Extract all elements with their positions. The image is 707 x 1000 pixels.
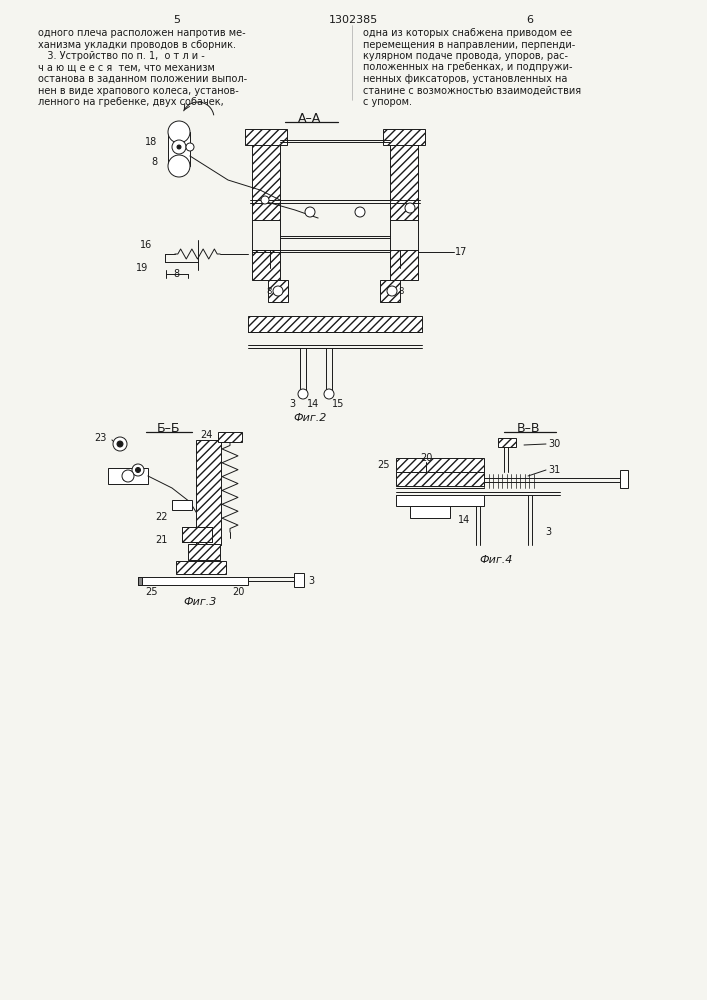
Bar [182, 527, 212, 542]
Text: 30: 30 [548, 439, 560, 449]
Text: 18: 18 [145, 137, 157, 147]
Text: ч а ю щ е е с я  тем, что механизм: ч а ю щ е е с я тем, что механизм [38, 62, 215, 73]
Text: станине с возможностью взаимодействия: станине с возможностью взаимодействия [363, 86, 581, 96]
Bar [396, 495, 484, 506]
Circle shape [177, 145, 181, 149]
Text: 21: 21 [156, 535, 168, 545]
Circle shape [136, 468, 141, 473]
Bar [138, 577, 142, 585]
Text: А–А: А–А [298, 111, 322, 124]
Text: 8: 8 [173, 269, 179, 279]
Text: 8: 8 [267, 286, 272, 296]
Bar [196, 440, 221, 545]
Circle shape [387, 286, 397, 296]
Text: 31: 31 [548, 465, 560, 475]
Text: 17: 17 [455, 247, 467, 257]
Text: кулярном подаче провода, упоров, рас-: кулярном подаче провода, упоров, рас- [363, 51, 568, 61]
Text: 24: 24 [201, 430, 213, 440]
Text: 14: 14 [457, 515, 470, 525]
Text: 25: 25 [378, 460, 390, 470]
Text: 8: 8 [121, 473, 127, 483]
Bar [188, 544, 220, 560]
Text: Фиг.2: Фиг.2 [293, 413, 327, 423]
Bar [390, 250, 418, 280]
Circle shape [168, 155, 190, 177]
Circle shape [405, 203, 415, 213]
Circle shape [261, 196, 269, 204]
Text: 25: 25 [146, 587, 158, 597]
Circle shape [172, 140, 186, 154]
Circle shape [117, 441, 123, 447]
Circle shape [305, 207, 315, 217]
Bar [248, 316, 422, 332]
Bar [390, 140, 418, 220]
Text: 3: 3 [289, 399, 295, 409]
Text: 8: 8 [151, 157, 157, 167]
Bar [182, 527, 212, 542]
Circle shape [186, 143, 194, 151]
Text: одного плеча расположен напротив ме-: одного плеча расположен напротив ме- [38, 28, 245, 38]
Text: положенных на гребенках, и подпружи-: положенных на гребенках, и подпружи- [363, 62, 573, 73]
Text: перемещения в направлении, перпенди-: перемещения в направлении, перпенди- [363, 39, 575, 49]
Text: 3: 3 [545, 527, 551, 537]
Text: Б–Б: Б–Б [156, 422, 180, 434]
Bar [218, 432, 242, 442]
Text: ненных фиксаторов, установленных на: ненных фиксаторов, установленных на [363, 74, 568, 84]
Bar [410, 506, 450, 518]
Bar [268, 280, 288, 302]
Text: 15: 15 [332, 399, 344, 409]
Text: 1302385: 1302385 [328, 15, 378, 25]
Text: 3. Устройство по п. 1,  о т л и -: 3. Устройство по п. 1, о т л и - [38, 51, 205, 61]
Text: Фиг.4: Фиг.4 [479, 555, 513, 565]
Text: останова в заданном положении выпол-: останова в заданном положении выпол- [38, 74, 247, 84]
Circle shape [355, 207, 365, 217]
Text: с упором.: с упором. [363, 97, 412, 107]
Circle shape [298, 389, 308, 399]
Text: 5: 5 [173, 15, 180, 25]
Bar [138, 577, 248, 585]
Text: одна из которых снабжена приводом ее: одна из которых снабжена приводом ее [363, 28, 572, 38]
Bar [168, 132, 190, 166]
Text: 3: 3 [308, 576, 314, 586]
Text: 8: 8 [398, 286, 404, 296]
Bar [108, 468, 148, 484]
Text: 6: 6 [527, 15, 534, 25]
Bar [245, 129, 287, 145]
Text: 20: 20 [420, 453, 432, 463]
Circle shape [324, 389, 334, 399]
Bar [396, 472, 484, 486]
Text: 14: 14 [307, 399, 319, 409]
Text: 16: 16 [140, 240, 152, 250]
Circle shape [168, 121, 190, 143]
Text: 20: 20 [232, 587, 244, 597]
Circle shape [122, 470, 134, 482]
Bar [396, 458, 484, 472]
Bar [380, 280, 400, 302]
Bar [620, 470, 628, 488]
Circle shape [113, 437, 127, 451]
Text: В–В: В–В [516, 422, 539, 434]
Text: 22: 22 [156, 512, 168, 522]
Bar [383, 129, 425, 145]
Text: ханизма укладки проводов в сборник.: ханизма укладки проводов в сборник. [38, 39, 236, 49]
Text: 23: 23 [95, 433, 107, 443]
Bar [498, 438, 516, 447]
Circle shape [273, 286, 283, 296]
Bar [172, 500, 192, 510]
Text: ленного на гребенке, двух собачек,: ленного на гребенке, двух собачек, [38, 97, 223, 107]
Bar [294, 573, 304, 587]
Text: нен в виде храпового колеса, установ-: нен в виде храпового колеса, установ- [38, 86, 239, 96]
Bar [176, 561, 226, 574]
Bar [252, 140, 280, 220]
Circle shape [132, 464, 144, 476]
Text: 19: 19 [136, 263, 148, 273]
Text: Фиг.3: Фиг.3 [183, 597, 216, 607]
Bar [252, 250, 280, 280]
